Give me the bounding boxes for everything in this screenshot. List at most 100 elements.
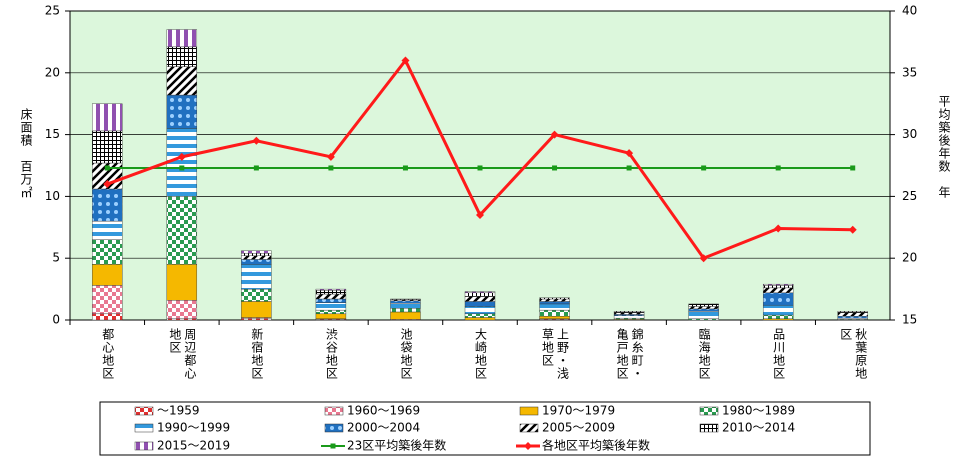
bar-segment [166, 128, 198, 197]
legend-label: 23区平均築後年数 [347, 438, 446, 453]
line-marker [626, 165, 632, 171]
bar-segment [464, 296, 496, 302]
line-marker [326, 152, 335, 161]
bar-segment [315, 313, 347, 319]
bar-segment [464, 317, 496, 321]
legend-label: 各地区平均築後年数 [542, 438, 650, 453]
y2-axis-title: 平均築後年数 年 [937, 95, 951, 199]
legend-label: ～1959 [157, 404, 200, 418]
bar-segment [762, 283, 794, 286]
bar-segment [539, 298, 570, 302]
bar-segment [92, 130, 123, 164]
x-tick-label: 秋葉原地区 [838, 328, 868, 380]
legend-swatch [699, 423, 719, 433]
legend-swatch [134, 423, 154, 433]
bar-segment [241, 253, 272, 256]
bar-segment [241, 301, 272, 318]
x-tick-label: 周辺都心地区 [167, 328, 197, 380]
y-tick-label: 15 [45, 127, 60, 141]
bar-segment [390, 303, 421, 309]
legend-label: 2000～2004 [347, 421, 420, 435]
bar-segment [762, 292, 794, 306]
y2-tick-label: 20 [902, 251, 917, 265]
legend-swatch [324, 423, 344, 433]
line-marker [103, 180, 112, 189]
bar-segment [762, 304, 794, 316]
bar-segment [241, 250, 272, 254]
legend-swatch [519, 423, 539, 433]
bar-segment [92, 188, 123, 222]
legend-label: 1960～1969 [347, 404, 420, 418]
bar-segment [390, 298, 421, 300]
line-marker [252, 136, 261, 145]
legend-swatch [699, 406, 719, 416]
y-tick-label: 5 [52, 251, 60, 265]
bar-segment [539, 297, 570, 300]
line-marker [328, 165, 334, 171]
bar-segment [92, 220, 123, 240]
y2-tick-label: 35 [902, 65, 917, 79]
bar-segment [92, 239, 123, 265]
line-marker [699, 254, 708, 263]
bar-segment [315, 290, 347, 295]
y-tick-label: 25 [45, 4, 60, 18]
line-marker [701, 165, 707, 171]
legend-label: 1980～1989 [722, 404, 795, 418]
bar-segment [166, 300, 198, 319]
legend-label: 2010～2014 [722, 421, 795, 435]
x-tick-label: 都心地区 [100, 328, 115, 380]
bar-segment [762, 314, 794, 319]
y2-tick-label: 15 [902, 313, 917, 327]
bar-segment [241, 259, 272, 265]
bar-segment [837, 311, 868, 313]
legend-label: 1970～1979 [542, 404, 615, 418]
line-marker [401, 56, 410, 65]
bar-segment [613, 312, 645, 315]
bar-segment [315, 288, 347, 291]
x-tick-label: 錦糸町・亀戸地区 [615, 328, 645, 380]
bar-segment [241, 288, 272, 302]
bar-segment [539, 309, 570, 317]
bar-segment [166, 94, 198, 129]
bar-segment [241, 264, 272, 290]
bar-segment [613, 315, 645, 319]
line-marker [850, 165, 856, 171]
bar-segment [688, 311, 719, 319]
x-tick-label: 臨海地区 [697, 328, 712, 380]
x-tick-label: 新宿地区 [249, 328, 264, 380]
legend-label: 2005～2009 [542, 421, 615, 435]
line-marker [477, 165, 483, 171]
bar-segment [315, 302, 347, 311]
legend-swatch [324, 406, 344, 416]
legend-box [99, 401, 871, 456]
bar-segment [166, 66, 198, 96]
legend-swatch [134, 406, 154, 416]
bar-segment [539, 301, 570, 305]
bar-segment [315, 309, 347, 315]
line-marker [476, 210, 484, 219]
y-tick-label: 10 [45, 189, 60, 203]
y2-tick-label: 25 [902, 189, 917, 203]
bar-segment [92, 103, 123, 132]
y-axis-title: 床面積 百万㎡ [19, 108, 33, 199]
x-tick-label: 品川地区 [771, 328, 786, 380]
bar-segment [166, 196, 198, 265]
bar-segment [539, 316, 570, 319]
bar-segment [837, 316, 868, 319]
line-marker [774, 224, 783, 233]
line-marker [402, 165, 408, 171]
legend-swatch [330, 443, 336, 449]
bar-segment [92, 285, 123, 315]
bar-segment [688, 308, 719, 312]
bar-segment [688, 303, 719, 307]
line-marker [179, 165, 185, 171]
line-marker [550, 130, 559, 139]
bar-segment [166, 46, 198, 67]
bar-segment [762, 285, 794, 289]
bar-segment [241, 255, 272, 260]
bar-segment [390, 311, 421, 320]
x-tick-label: 池袋地区 [398, 328, 413, 380]
y2-tick-label: 30 [902, 127, 917, 141]
bar-segment [390, 308, 421, 313]
